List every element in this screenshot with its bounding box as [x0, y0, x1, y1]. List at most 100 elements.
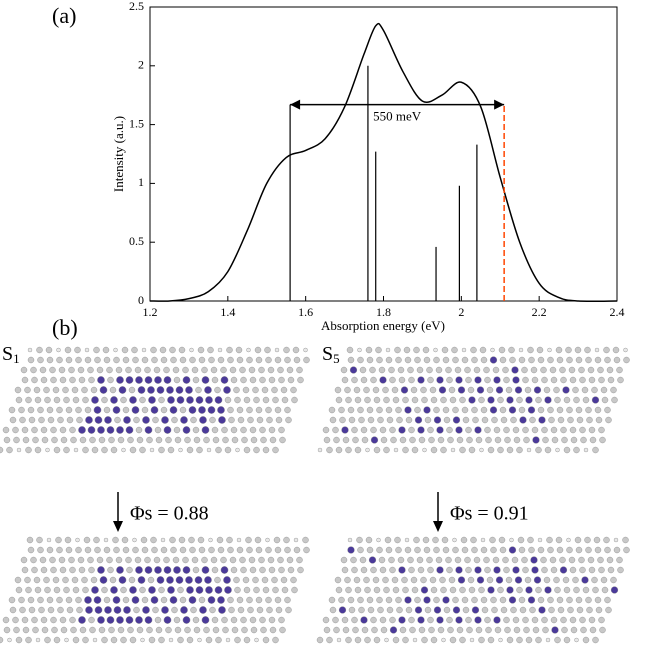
atom: [408, 426, 415, 434]
atom: [148, 396, 156, 404]
atom: [389, 616, 396, 624]
atom: [613, 356, 621, 364]
atom: [227, 596, 234, 604]
atom: [57, 416, 64, 424]
atom: [268, 376, 276, 384]
atom: [102, 346, 110, 354]
atom: [418, 436, 426, 444]
atom: [483, 556, 490, 564]
atom: [329, 416, 337, 424]
atom: [408, 566, 415, 574]
atom: [489, 356, 498, 364]
atom: [480, 406, 488, 414]
atom: [521, 366, 528, 374]
atom: [229, 366, 237, 374]
atom: [383, 586, 390, 594]
atom: [91, 586, 99, 594]
atom: [340, 366, 348, 374]
atom: [523, 626, 530, 634]
atom: [474, 616, 482, 624]
atom: [153, 366, 161, 374]
atom: [32, 626, 39, 634]
atom: [459, 396, 466, 404]
atom: [240, 616, 247, 624]
atom: [57, 606, 64, 614]
atom: [578, 556, 585, 564]
atom: [103, 356, 111, 364]
atom: [560, 426, 567, 434]
atom: [576, 606, 584, 614]
atom: [451, 346, 458, 354]
atom: [21, 616, 29, 624]
atom: [170, 356, 177, 364]
atom: [549, 556, 557, 564]
atom: [336, 637, 342, 643]
atom: [623, 356, 630, 364]
atom: [543, 576, 551, 584]
atom: [517, 536, 525, 544]
atom: [40, 426, 48, 434]
atom: [151, 356, 158, 364]
atom: [142, 416, 150, 424]
atom: [402, 586, 409, 594]
atom: [509, 356, 516, 364]
atom: [195, 586, 204, 594]
atom: [287, 566, 295, 574]
atom: [566, 546, 573, 554]
atom: [516, 636, 523, 644]
atom: [18, 596, 25, 604]
atom: [506, 636, 514, 644]
atom: [541, 376, 548, 384]
atom: [265, 596, 272, 604]
atom: [31, 566, 38, 574]
atom: [290, 576, 297, 584]
atom: [144, 566, 153, 574]
atom: [341, 566, 349, 574]
atom: [180, 606, 188, 614]
atom: [420, 586, 429, 594]
atom: [192, 616, 200, 624]
atom: [114, 416, 121, 424]
atom: [75, 596, 82, 604]
atom: [349, 366, 358, 374]
atom: [27, 406, 35, 414]
atom: [408, 616, 415, 624]
atom: [94, 606, 103, 614]
atom: [529, 606, 536, 614]
atom: [430, 396, 438, 404]
atom: [218, 416, 226, 424]
atom: [556, 596, 564, 604]
atom: [53, 446, 61, 454]
atom: [347, 596, 355, 604]
atom: [423, 596, 431, 604]
atom: [154, 566, 162, 574]
atom: [46, 596, 54, 604]
atom: [474, 566, 482, 574]
atom: [82, 636, 89, 644]
atom: [456, 436, 464, 444]
atom: [490, 596, 497, 604]
atom: [485, 626, 492, 634]
atom: [220, 556, 227, 564]
atom: [186, 446, 194, 454]
atom: [240, 376, 247, 384]
atom: [411, 446, 419, 454]
atom: [449, 586, 457, 594]
atom: [582, 636, 590, 644]
atom: [587, 366, 595, 374]
atom: [323, 436, 331, 444]
atom: [163, 556, 170, 564]
atom: [549, 366, 557, 374]
atom: [278, 426, 285, 434]
atom: [40, 566, 48, 574]
atom: [365, 447, 370, 453]
atom: [221, 616, 228, 624]
atom: [274, 406, 282, 414]
atom: [405, 416, 413, 424]
atom: [75, 537, 80, 543]
atom: [31, 376, 38, 384]
atom: [445, 366, 452, 374]
atom: [220, 376, 229, 384]
atom: [233, 386, 240, 394]
atom: [280, 386, 288, 394]
